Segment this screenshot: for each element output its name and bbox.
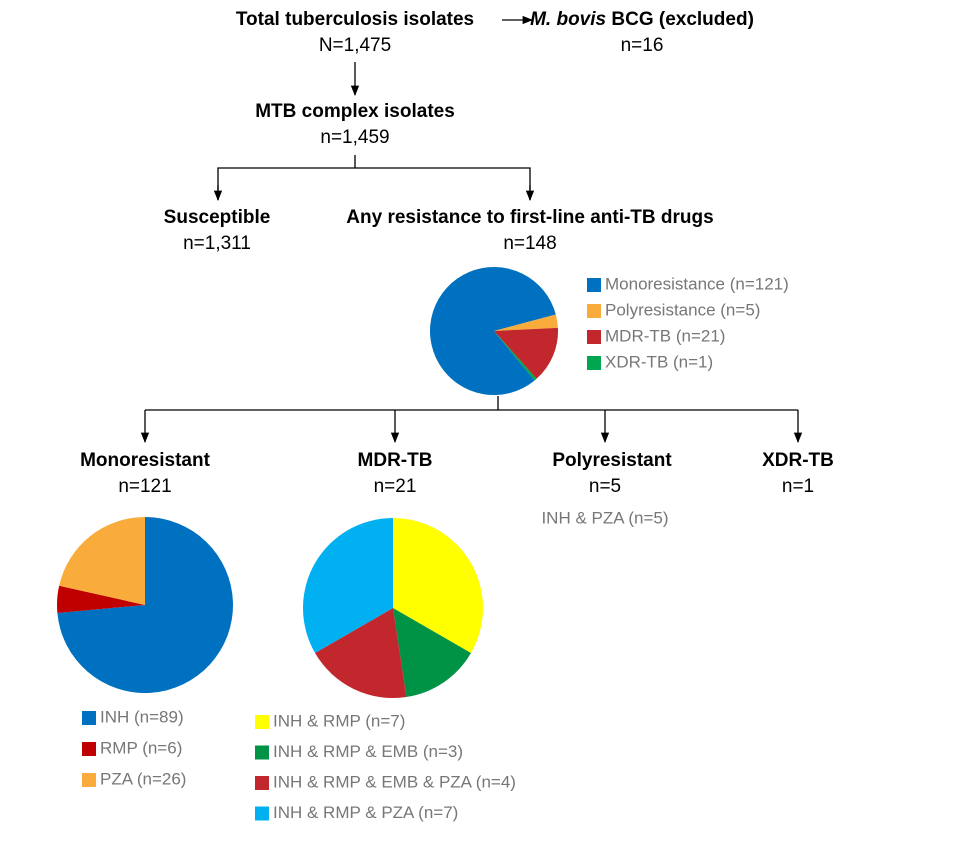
legend-label: INH (n=89) — [100, 707, 184, 726]
title-rest: BCG (excluded) — [606, 9, 754, 30]
node-title: Polyresistant — [552, 450, 672, 471]
node-title: MDR-TB — [358, 450, 433, 471]
node-count: N=1,475 — [319, 35, 391, 56]
legend-label: Monoresistance (n=121) — [605, 274, 789, 293]
legend-swatch — [255, 806, 269, 821]
legend-label: INH & RMP & PZA (n=7) — [273, 803, 458, 822]
node-count: n=21 — [374, 476, 417, 497]
pie-slice — [393, 608, 471, 697]
legend-label: INH & RMP & EMB (n=3) — [273, 742, 463, 761]
node-title: MTB complex isolates — [255, 101, 455, 122]
pie-slice — [430, 267, 556, 395]
legend-swatch — [82, 711, 96, 725]
legend-label: PZA (n=26) — [100, 769, 186, 788]
legend-swatch — [587, 278, 601, 292]
legend-label: Polyresistance (n=5) — [605, 300, 760, 319]
legend-label: XDR-TB (n=1) — [605, 352, 713, 371]
node-title: Susceptible — [164, 207, 271, 228]
node-count: n=5 — [589, 476, 621, 497]
legend-label: MDR-TB (n=21) — [605, 326, 725, 345]
connector — [217, 167, 531, 200]
pie-slice — [494, 327, 558, 379]
pie-slice — [315, 608, 407, 698]
node-title: M. bovis BCG (excluded) — [530, 9, 754, 30]
node-count: n=1,459 — [320, 127, 389, 148]
legend-swatch — [255, 715, 269, 729]
legend-label: RMP (n=6) — [100, 738, 182, 757]
legend-swatch — [82, 773, 96, 787]
node-count: n=121 — [118, 476, 171, 497]
pie-slice — [303, 518, 393, 653]
node-title: XDR-TB — [762, 450, 834, 471]
node-count: n=16 — [621, 35, 664, 56]
legend-swatch — [255, 776, 269, 790]
legend-swatch — [587, 356, 601, 370]
pie-slice — [494, 331, 537, 381]
pie-slice — [57, 517, 233, 693]
connectors — [140, 15, 803, 444]
node-count: n=1 — [782, 476, 814, 497]
legend-swatch — [255, 745, 269, 760]
pie-slice — [57, 585, 146, 613]
node-count: n=1,311 — [183, 233, 251, 254]
title-italic: M. bovis — [530, 9, 606, 30]
node-title: Any resistance to first-line anti-TB dru… — [346, 207, 713, 228]
node-title: Monoresistant — [80, 450, 211, 471]
pie-slice — [494, 314, 558, 331]
pie-slice — [393, 518, 483, 653]
legend-label: INH & RMP (n=7) — [273, 711, 405, 730]
node-title: Total tuberculosis isolates — [236, 9, 474, 30]
legend-swatch — [82, 742, 96, 756]
legend-label: INH & RMP & EMB & PZA (n=4) — [273, 772, 516, 791]
legend-swatch — [587, 330, 601, 344]
legend-swatch — [587, 304, 601, 318]
node-note: INH & PZA (n=5) — [541, 508, 668, 527]
pie-slice — [59, 517, 145, 605]
node-count: n=148 — [503, 233, 556, 254]
